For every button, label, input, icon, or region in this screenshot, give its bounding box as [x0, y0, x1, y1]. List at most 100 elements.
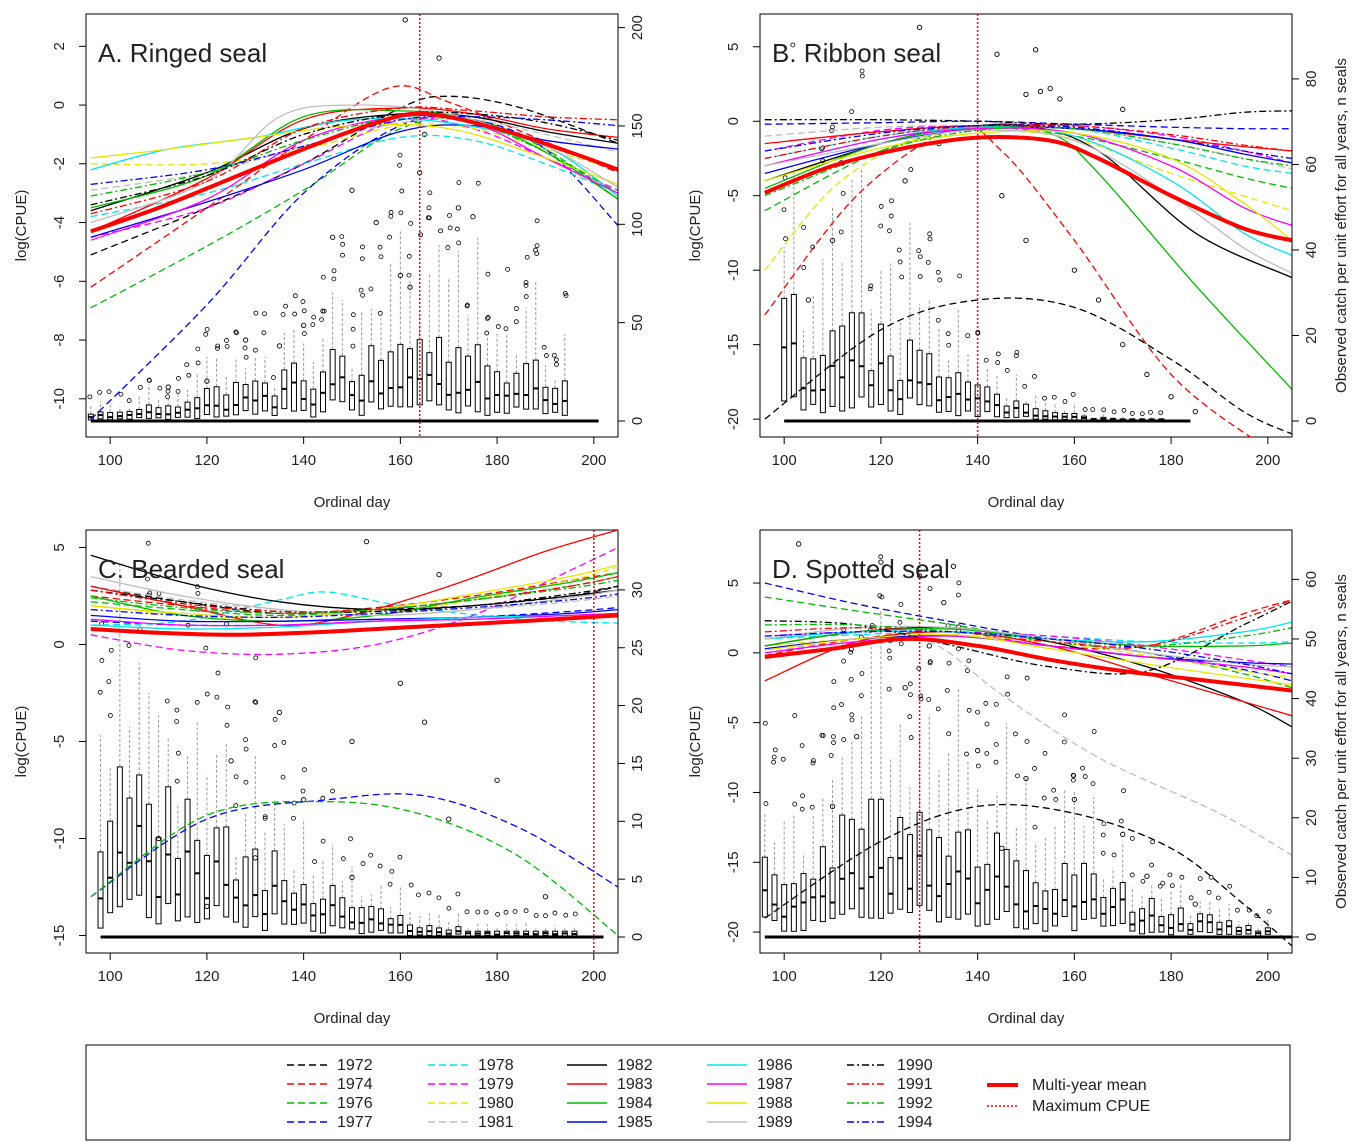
- outlier-point: [781, 207, 787, 213]
- outlier-point: [408, 882, 414, 888]
- outlier-point: [966, 707, 972, 713]
- outlier-point: [300, 788, 306, 794]
- legend-label: 1991: [897, 1076, 933, 1093]
- outlier-point: [118, 391, 124, 397]
- outlier-point: [454, 226, 460, 232]
- outlier-point: [406, 272, 412, 278]
- boxplot-box: [116, 766, 123, 908]
- x-tick-label: 180: [485, 452, 510, 469]
- outlier-point: [1037, 88, 1044, 95]
- outlier-point: [811, 758, 816, 764]
- outlier-point: [1254, 913, 1260, 919]
- outlier-point: [438, 228, 443, 234]
- boxplot-box: [1081, 862, 1088, 920]
- outlier-point: [418, 232, 424, 238]
- boxplot-box: [561, 380, 568, 416]
- y2-tick-label: 10: [629, 813, 646, 830]
- outlier-point: [523, 908, 529, 914]
- outlier-point: [360, 292, 366, 298]
- outlier-point: [106, 389, 112, 395]
- outlier-point: [397, 162, 402, 168]
- outlier-point: [421, 719, 428, 725]
- year-curve-1985: [90, 124, 618, 238]
- x-tick-label: 160: [388, 968, 413, 985]
- year-curve-1991: [90, 106, 618, 215]
- boxplot-box: [184, 798, 191, 918]
- outlier-point: [993, 701, 999, 707]
- x-axis-label: Ordinal day: [988, 494, 1065, 511]
- outlier-point: [513, 319, 519, 325]
- boxplot-box: [781, 297, 788, 402]
- outlier-point: [1129, 836, 1135, 841]
- outlier-point: [830, 734, 836, 740]
- legend-label: 1990: [897, 1057, 933, 1074]
- outlier-point: [224, 343, 230, 349]
- boxplot-box: [1100, 897, 1107, 927]
- outlier-point: [291, 815, 296, 821]
- outlier-point: [908, 692, 913, 698]
- outlier-point: [1120, 831, 1126, 837]
- outlier-point: [983, 701, 989, 706]
- boxplot-box: [203, 388, 210, 416]
- outlier-point: [1004, 368, 1010, 373]
- boxplot-box: [136, 774, 143, 896]
- outlier-point: [541, 344, 547, 350]
- outlier-point: [484, 330, 490, 336]
- y-tick-label: 0: [51, 640, 68, 648]
- x-tick-label: 120: [868, 968, 893, 985]
- year-curve-1988: [764, 129, 1292, 241]
- outlier-point: [799, 743, 805, 748]
- outlier-point: [1080, 765, 1085, 771]
- outlier-point: [272, 717, 278, 722]
- legend-label: 1977: [337, 1114, 373, 1131]
- outlier-point: [436, 55, 442, 61]
- boxplot-box: [897, 816, 904, 910]
- x-tick-label: 140: [291, 968, 316, 985]
- y-tick-label: 0: [725, 117, 742, 125]
- y-tick-label: 2: [51, 42, 68, 50]
- x-tick-label: 100: [772, 452, 797, 469]
- boxplot-box: [513, 372, 520, 408]
- outlier-point: [176, 375, 181, 381]
- plot-area: [87, 17, 618, 423]
- outlier-point: [1235, 907, 1240, 913]
- y-axis-label: log(CPUE): [687, 706, 704, 778]
- year-curve-1992: [764, 126, 1292, 197]
- outlier-point: [224, 722, 230, 728]
- boxplot-box: [310, 388, 317, 418]
- multi-year-mean-curve: [90, 613, 618, 637]
- y2-tick-label: 20: [1303, 327, 1320, 344]
- y2-tick-label: 40: [1303, 690, 1320, 707]
- y2-tick-label: 0: [1303, 933, 1320, 941]
- boxplot-box: [839, 325, 846, 412]
- year-curve-1991: [764, 123, 1292, 160]
- boxplot-box: [848, 818, 855, 910]
- outlier-point: [868, 283, 874, 289]
- outlier-point: [554, 362, 559, 367]
- outlier-point: [350, 312, 356, 318]
- outlier-point: [445, 245, 451, 250]
- outlier-point: [925, 259, 931, 265]
- x-tick-label: 140: [965, 452, 990, 469]
- outlier-point: [350, 343, 356, 349]
- outlier-point: [1082, 774, 1088, 779]
- outlier-point: [1091, 729, 1097, 734]
- outlier-point: [831, 679, 837, 685]
- outlier-point: [927, 660, 933, 666]
- outlier-point: [916, 248, 922, 254]
- boxplot-box: [426, 352, 433, 402]
- outlier-point: [941, 599, 947, 606]
- outlier-point: [195, 360, 201, 366]
- outlier-point: [887, 655, 893, 661]
- outlier-point: [944, 688, 950, 693]
- panel-title: D. Spotted seal: [772, 554, 950, 584]
- outlier-point: [300, 322, 307, 329]
- y2-tick-label: 40: [1303, 242, 1320, 259]
- legend-label: 1989: [757, 1114, 793, 1131]
- outlier-point: [97, 689, 103, 695]
- outlier-point: [937, 277, 943, 283]
- boxplot-box: [1023, 403, 1029, 417]
- outlier-point: [470, 214, 476, 220]
